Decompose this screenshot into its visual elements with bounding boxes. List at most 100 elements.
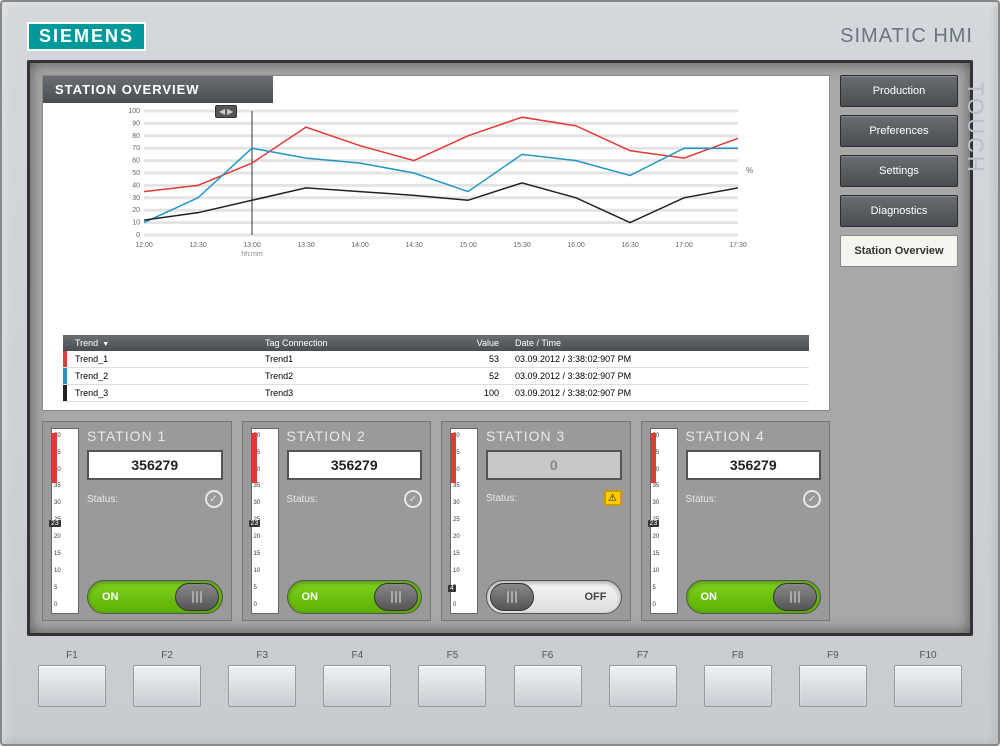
function-key-f6[interactable] <box>514 665 582 707</box>
function-key-row: F1 F2 F3 F4 F5 F6 F7 F8 F9 F10 <box>27 650 973 707</box>
toggle-label: OFF <box>585 591 607 603</box>
touch-screen: STATION OVERVIEW ◀▶ 01020304050607080901… <box>27 60 973 636</box>
svg-text:80: 80 <box>132 133 140 140</box>
nav-settings[interactable]: Settings <box>840 155 958 187</box>
nav-preferences[interactable]: Preferences <box>840 115 958 147</box>
station-name: STATION 1 <box>87 428 223 444</box>
col-value[interactable]: Value <box>437 335 507 351</box>
nav-station-overview[interactable]: Station Overview <box>840 235 958 267</box>
station-gauge: 504540353025201510504 <box>450 428 478 614</box>
status-label: Status: <box>87 494 118 505</box>
fkey-label: F5 <box>411 650 493 661</box>
svg-text:70: 70 <box>132 145 140 152</box>
svg-text:15:00: 15:00 <box>459 242 477 249</box>
svg-text:15:30: 15:30 <box>513 242 531 249</box>
trend-table-header: Trend ▼ Tag Connection Value Date / Time <box>63 335 809 351</box>
function-key-f2[interactable] <box>133 665 201 707</box>
trend-table-row[interactable]: Trend_2Trend2 5203.09.2012 / 3:38:02:907… <box>63 368 809 385</box>
svg-text:10: 10 <box>132 220 140 227</box>
function-key-f5[interactable] <box>418 665 486 707</box>
svg-text:14:00: 14:00 <box>351 242 369 249</box>
svg-text:16:00: 16:00 <box>567 242 585 249</box>
sort-dropdown-icon[interactable]: ▼ <box>102 341 109 348</box>
toggle-knob <box>773 583 817 611</box>
svg-text:12:00: 12:00 <box>135 242 153 249</box>
nav-diagnostics[interactable]: Diagnostics <box>840 195 958 227</box>
station-pod-1: 5045403530252015105023 STATION 1 356279 … <box>42 421 232 621</box>
trend-table: Trend▼ Tag Connection Value Date / Time … <box>63 335 809 402</box>
svg-text:20: 20 <box>132 207 140 214</box>
station-overview-panel: STATION OVERVIEW ◀▶ 01020304050607080901… <box>42 75 830 411</box>
toggle-knob <box>374 583 418 611</box>
svg-text:13:00: 13:00 <box>243 242 261 249</box>
svg-text:%: % <box>746 166 753 175</box>
hmi-device-frame: SIEMENS SIMATIC HMI TOUCH STATION OVERVI… <box>0 0 1000 746</box>
station-power-toggle[interactable]: OFF <box>486 580 622 614</box>
touch-label: TOUCH <box>962 82 988 175</box>
status-label: Status: <box>486 493 517 504</box>
svg-text:17:00: 17:00 <box>675 242 693 249</box>
fkey-label: F3 <box>221 650 303 661</box>
svg-text:hh:mm: hh:mm <box>241 251 263 257</box>
chart-ruler-handle[interactable]: ◀▶ <box>215 105 237 118</box>
station-pod-2: 5045403530252015105023 STATION 2 356279 … <box>242 421 432 621</box>
brand-bar: SIEMENS SIMATIC HMI <box>27 22 973 50</box>
function-key-f7[interactable] <box>609 665 677 707</box>
function-key-f4[interactable] <box>323 665 391 707</box>
fkey-label: F7 <box>602 650 684 661</box>
svg-text:13:30: 13:30 <box>297 242 315 249</box>
station-power-toggle[interactable]: ON <box>287 580 423 614</box>
svg-text:16:30: 16:30 <box>621 242 639 249</box>
svg-text:100: 100 <box>128 108 140 115</box>
function-key-f1[interactable] <box>38 665 106 707</box>
svg-text:60: 60 <box>132 158 140 165</box>
station-power-toggle[interactable]: ON <box>87 580 223 614</box>
col-trend[interactable]: Trend <box>75 338 98 348</box>
status-label: Status: <box>686 494 717 505</box>
status-ok-icon: ✓ <box>803 490 821 508</box>
station-status-row: Status: ⚠ <box>486 490 622 506</box>
fkey-label: F6 <box>507 650 589 661</box>
function-key-f9[interactable] <box>799 665 867 707</box>
trend-chart-svg: 0102030405060708090100%12:0012:3013:0013… <box>51 107 821 257</box>
function-key-f10[interactable] <box>894 665 962 707</box>
toggle-label: ON <box>701 591 718 603</box>
station-gauge: 5045403530252015105023 <box>251 428 279 614</box>
svg-text:0: 0 <box>136 232 140 239</box>
toggle-knob <box>175 583 219 611</box>
station-counter: 356279 <box>87 450 223 480</box>
station-status-row: Status:✓ <box>287 490 423 508</box>
trend-chart: ◀▶ 0102030405060708090100%12:0012:3013:0… <box>43 103 829 329</box>
station-status-row: Status:✓ <box>87 490 223 508</box>
fkey-label: F4 <box>316 650 398 661</box>
svg-text:17:30: 17:30 <box>729 242 747 249</box>
col-datetime[interactable]: Date / Time <box>507 335 809 351</box>
nav-production[interactable]: Production <box>840 75 958 107</box>
svg-text:30: 30 <box>132 195 140 202</box>
station-gauge: 5045403530252015105023 <box>650 428 678 614</box>
trend-table-row[interactable]: Trend_3Trend3 10003.09.2012 / 3:38:02:90… <box>63 385 809 402</box>
svg-text:12:30: 12:30 <box>189 242 207 249</box>
status-label: Status: <box>287 494 318 505</box>
function-key-f8[interactable] <box>704 665 772 707</box>
svg-text:90: 90 <box>132 120 140 127</box>
station-power-toggle[interactable]: ON <box>686 580 822 614</box>
product-name: SIMATIC HMI <box>840 25 973 48</box>
col-tag[interactable]: Tag Connection <box>257 335 437 351</box>
fkey-label: F8 <box>697 650 779 661</box>
status-warning-icon: ⚠ <box>604 490 622 506</box>
station-name: STATION 4 <box>686 428 822 444</box>
station-counter: 356279 <box>287 450 423 480</box>
side-navigation: Production Preferences Settings Diagnostics… <box>840 75 958 621</box>
toggle-label: ON <box>102 591 119 603</box>
station-name: STATION 2 <box>287 428 423 444</box>
svg-text:40: 40 <box>132 182 140 189</box>
station-pod-4: 5045403530252015105023 STATION 4 356279 … <box>641 421 831 621</box>
fkey-label: F1 <box>31 650 113 661</box>
fkey-label: F9 <box>792 650 874 661</box>
trend-table-row[interactable]: Trend_1Trend1 5303.09.2012 / 3:38:02:907… <box>63 351 809 368</box>
stations-row: 5045403530252015105023 STATION 1 356279 … <box>42 421 830 621</box>
main-column: STATION OVERVIEW ◀▶ 01020304050607080901… <box>42 75 830 621</box>
station-status-row: Status: ✓ <box>686 490 822 508</box>
function-key-f3[interactable] <box>228 665 296 707</box>
